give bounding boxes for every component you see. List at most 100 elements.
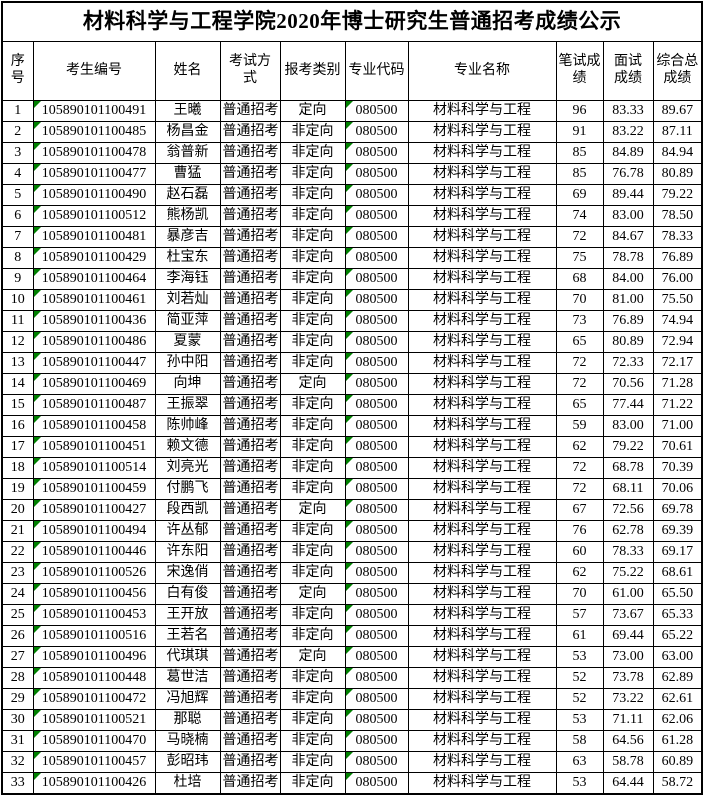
cell-major-code: 080500 [344, 541, 409, 563]
col-header-index: 序号 [1, 41, 34, 101]
cell-interview-score: 64.44 [602, 772, 654, 795]
cell-major-code: 080500 [344, 373, 409, 395]
cell-major-name: 材料科学与工程 [407, 184, 557, 206]
cell-major-code: 080500 [344, 310, 409, 332]
cell-written-score: 53 [555, 772, 604, 795]
cell-major-name: 材料科学与工程 [407, 247, 557, 269]
cell-name: 杨昌金 [154, 121, 221, 143]
cell-category: 非定向 [279, 562, 346, 584]
cell-name: 向坤 [154, 373, 221, 395]
cell-interview-score: 58.78 [602, 751, 654, 773]
cell-interview-score: 68.78 [602, 457, 654, 479]
cell-major-code: 080500 [344, 100, 409, 122]
cell-index: 18 [1, 457, 34, 479]
cell-major-name: 材料科学与工程 [407, 562, 557, 584]
cell-index: 13 [1, 352, 34, 374]
cell-major-name: 材料科学与工程 [407, 478, 557, 500]
cell-candidate-id: 105890101100512 [32, 205, 156, 227]
cell-category: 非定向 [279, 289, 346, 311]
cell-category: 非定向 [279, 730, 346, 752]
cell-major-name: 材料科学与工程 [407, 667, 557, 689]
cell-total-score: 60.89 [652, 751, 703, 773]
table-row: 8 105890101100429 杜宝东 普通招考 非定向 080500 材料科学与工程 7… [1, 247, 703, 269]
cell-interview-score: 83.33 [602, 100, 654, 122]
cell-candidate-id: 105890101100459 [32, 478, 156, 500]
cell-index: 6 [1, 205, 34, 227]
cell-candidate-id: 105890101100472 [32, 688, 156, 710]
cell-total-score: 72.94 [652, 331, 703, 353]
cell-index: 12 [1, 331, 34, 353]
cell-exam-method: 普通招考 [219, 331, 281, 353]
cell-total-score: 70.61 [652, 436, 703, 458]
cell-candidate-id: 105890101100526 [32, 562, 156, 584]
cell-major-name: 材料科学与工程 [407, 415, 557, 437]
cell-written-score: 58 [555, 730, 604, 752]
cell-exam-method: 普通招考 [219, 730, 281, 752]
cell-category: 非定向 [279, 604, 346, 626]
table-row: 1 105890101100491 王曦 普通招考 定向 080500 材料科学与工程 96 8… [1, 100, 703, 122]
cell-name: 陈帅峰 [154, 415, 221, 437]
cell-category: 非定向 [279, 457, 346, 479]
cell-written-score: 72 [555, 457, 604, 479]
cell-name: 熊杨凯 [154, 205, 221, 227]
cell-total-score: 62.61 [652, 688, 703, 710]
cell-interview-score: 84.67 [602, 226, 654, 248]
cell-category: 非定向 [279, 625, 346, 647]
cell-interview-score: 73.67 [602, 604, 654, 626]
col-header-name: 姓名 [154, 41, 221, 101]
cell-total-score: 63.00 [652, 646, 703, 668]
cell-index: 1 [1, 100, 34, 122]
cell-interview-score: 79.22 [602, 436, 654, 458]
table-row: 9 105890101100464 李海钰 普通招考 非定向 080500 材料科学与工程 6… [1, 268, 703, 290]
cell-major-name: 材料科学与工程 [407, 541, 557, 563]
cell-index: 26 [1, 625, 34, 647]
cell-interview-score: 83.00 [602, 205, 654, 227]
cell-index: 3 [1, 142, 34, 164]
cell-category: 非定向 [279, 310, 346, 332]
cell-total-score: 58.72 [652, 772, 703, 795]
cell-name: 曹猛 [154, 163, 221, 185]
cell-exam-method: 普通招考 [219, 352, 281, 374]
cell-candidate-id: 105890101100457 [32, 751, 156, 773]
cell-name: 赵石磊 [154, 184, 221, 206]
col-header-written-score: 笔试成 绩 [555, 41, 604, 101]
table-header-row: 序号 考生编号 姓名 考试方式 报考类别 专业代码 专业名称 笔试成 绩 面试 … [1, 41, 703, 101]
cell-interview-score: 84.00 [602, 268, 654, 290]
cell-name: 那聪 [154, 709, 221, 731]
cell-major-name: 材料科学与工程 [407, 583, 557, 605]
cell-written-score: 91 [555, 121, 604, 143]
cell-written-score: 69 [555, 184, 604, 206]
cell-interview-score: 73.00 [602, 646, 654, 668]
cell-written-score: 70 [555, 289, 604, 311]
cell-interview-score: 68.11 [602, 478, 654, 500]
cell-written-score: 67 [555, 499, 604, 521]
cell-major-code: 080500 [344, 142, 409, 164]
cell-exam-method: 普通招考 [219, 457, 281, 479]
cell-total-score: 78.50 [652, 205, 703, 227]
cell-total-score: 69.39 [652, 520, 703, 542]
table-row: 20 105890101100427 段西凯 普通招考 定向 080500 材料科学与工程 6… [1, 499, 703, 521]
cell-index: 19 [1, 478, 34, 500]
cell-category: 定向 [279, 646, 346, 668]
cell-written-score: 63 [555, 751, 604, 773]
cell-category: 非定向 [279, 268, 346, 290]
cell-name: 暴彦吉 [154, 226, 221, 248]
table-row: 3 105890101100478 翁普新 普通招考 非定向 080500 材料科学与工程 8… [1, 142, 703, 164]
cell-exam-method: 普通招考 [219, 163, 281, 185]
cell-name: 王振翠 [154, 394, 221, 416]
table-row: 33 105890101100426 杜培 普通招考 非定向 080500 材料科学与工程 5… [1, 772, 703, 795]
cell-name: 刘亮光 [154, 457, 221, 479]
cell-written-score: 68 [555, 268, 604, 290]
cell-major-name: 材料科学与工程 [407, 100, 557, 122]
cell-candidate-id: 105890101100461 [32, 289, 156, 311]
cell-total-score: 65.50 [652, 583, 703, 605]
cell-major-name: 材料科学与工程 [407, 646, 557, 668]
cell-index: 25 [1, 604, 34, 626]
table-row: 7 105890101100481 暴彦吉 普通招考 非定向 080500 材料科学与工程 7… [1, 226, 703, 248]
cell-category: 非定向 [279, 667, 346, 689]
cell-category: 非定向 [279, 415, 346, 437]
table-row: 15 105890101100487 王振翠 普通招考 非定向 080500 材料科学与工程… [1, 394, 703, 416]
cell-category: 非定向 [279, 331, 346, 353]
cell-candidate-id: 105890101100427 [32, 499, 156, 521]
cell-name: 赖文德 [154, 436, 221, 458]
